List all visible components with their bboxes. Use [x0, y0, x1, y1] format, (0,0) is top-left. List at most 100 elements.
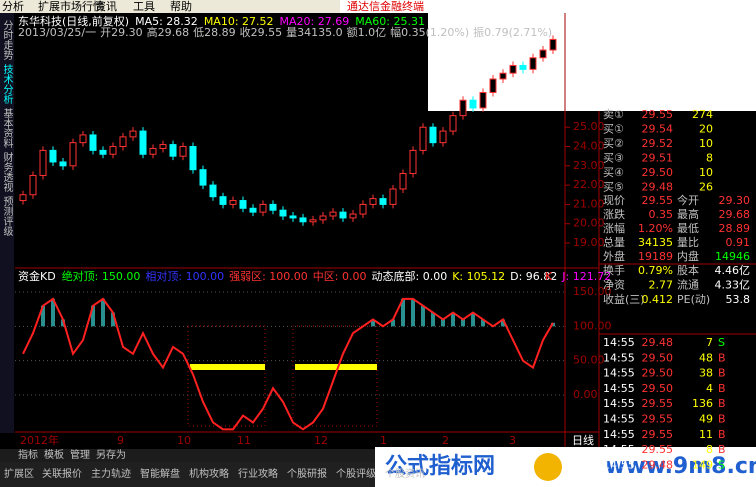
book-volume: 8 [706, 152, 713, 165]
side-tab[interactable]: 分时走势 [1, 20, 13, 61]
tab[interactable]: 另存为 [96, 448, 126, 461]
menu-item[interactable]: 分析 [2, 0, 24, 13]
candle [339, 211, 347, 219]
hist-bar [501, 319, 505, 327]
menu-item[interactable]: 帮助 [170, 0, 192, 13]
trade-side: B [718, 413, 726, 426]
candle [319, 215, 327, 221]
trade-price: 29.48 [642, 336, 674, 349]
param-label: 绝对顶: 150.00 [62, 269, 141, 283]
trade-price: 29.55 [642, 397, 674, 410]
side-tab[interactable]: 基本资料 [1, 107, 13, 149]
quote-label: PE(动) [677, 293, 710, 306]
hist-bar [411, 298, 415, 327]
trade-price: 29.55 [642, 428, 674, 441]
book-price: 29.50 [642, 166, 674, 179]
bottom-item[interactable]: 扩展区 [4, 467, 34, 480]
hist-bar [401, 298, 405, 327]
bottom-item[interactable]: 主力轨迹 [91, 467, 131, 480]
hist-bar [41, 305, 45, 327]
bottom-item[interactable]: 行业攻略 [238, 467, 278, 480]
hist-bar [371, 319, 375, 327]
trade-time: 14:55 [603, 428, 635, 441]
trade-time: 14:55 [603, 382, 635, 395]
candle [479, 91, 487, 109]
hist-bar [441, 319, 445, 327]
candle [399, 173, 407, 190]
tab[interactable]: 指标 [18, 448, 38, 461]
candle [449, 115, 457, 132]
bottom-item[interactable]: 个股研报 [287, 467, 327, 480]
candle [159, 144, 167, 149]
candle [49, 149, 57, 163]
side-tab[interactable]: 预测评级 [1, 196, 13, 237]
trade-side: S [718, 458, 725, 471]
side-tab[interactable]: 财务透视 [1, 151, 13, 193]
book-volume: 26 [699, 181, 713, 194]
logo [534, 453, 562, 481]
quote-label: 涨跌 [603, 207, 625, 221]
menu-item[interactable]: 工具 [133, 0, 155, 13]
candle [89, 134, 97, 151]
quote-label: 最高 [677, 207, 699, 221]
candle [59, 161, 67, 167]
candle [249, 207, 257, 213]
menu-item[interactable]: 扩展市场行情 [38, 0, 104, 13]
quote-label: 内盘 [677, 249, 699, 263]
quote-value: 14946 [715, 250, 750, 263]
trade-time: 14:55 [603, 351, 635, 364]
param-label: D: 96.82 [510, 270, 557, 283]
candle [439, 130, 447, 144]
quote-value: 0.79% [638, 264, 673, 277]
watermark-bg [375, 447, 756, 487]
trade-price: 29.50 [642, 351, 674, 364]
quote-label: 收益(三) [603, 292, 645, 306]
quote-label: 今开 [677, 193, 699, 207]
info-item: 低28.89 [193, 26, 236, 39]
book-volume: 10 [699, 166, 713, 179]
candle [389, 188, 397, 205]
trade-volume: 49 [699, 413, 713, 426]
trade-price: 29.50 [642, 367, 674, 380]
book-volume: 10 [699, 137, 713, 150]
candle [139, 130, 147, 155]
zone [187, 325, 266, 427]
quote-value: 53.8 [726, 293, 751, 306]
candle [279, 209, 287, 217]
y-tick-label: 24.00 [573, 140, 605, 153]
bottom-item[interactable]: 个股评级 [336, 468, 376, 480]
param-label: J: 121.72 [561, 270, 611, 283]
y-tick-label: 100.00 [573, 319, 612, 332]
candle [169, 144, 177, 157]
candle [269, 203, 277, 211]
menu-item[interactable]: 资讯 [95, 0, 117, 13]
tab[interactable]: 模板 [44, 448, 64, 461]
x-tick-label: 2 [442, 434, 449, 447]
candle [79, 134, 87, 144]
ma-label: MA60: 25.31 [355, 15, 425, 28]
book-price: 29.55 [642, 108, 674, 121]
quote-value: 4.33亿 [715, 279, 751, 292]
bottom-item[interactable]: 机构攻略 [189, 467, 229, 480]
candle [309, 219, 317, 223]
bottom-item[interactable]: 智能解盘 [140, 467, 180, 480]
tab[interactable]: 管理 [70, 448, 90, 461]
trade-time: 14:55 [603, 336, 635, 349]
book-volume: 274 [692, 108, 713, 121]
x-tick-label: 11 [237, 434, 251, 447]
bottom-item[interactable]: 个股资讯 [385, 468, 425, 480]
info-item: 开29.30 [100, 26, 143, 39]
candle [189, 146, 197, 171]
bottom-item[interactable]: 关联报价 [42, 467, 82, 480]
candle [379, 198, 387, 205]
quote-label: 现价 [603, 194, 625, 207]
bottom-bar [0, 462, 375, 487]
quote-label: 换手 [603, 263, 625, 277]
info-item: 量34135.0 [286, 26, 343, 39]
tab-strip [0, 449, 375, 462]
side-tab[interactable]: 技术分析 [1, 63, 13, 105]
candle [509, 64, 517, 74]
candle [179, 146, 187, 157]
trade-time: 14:55 [603, 443, 635, 456]
